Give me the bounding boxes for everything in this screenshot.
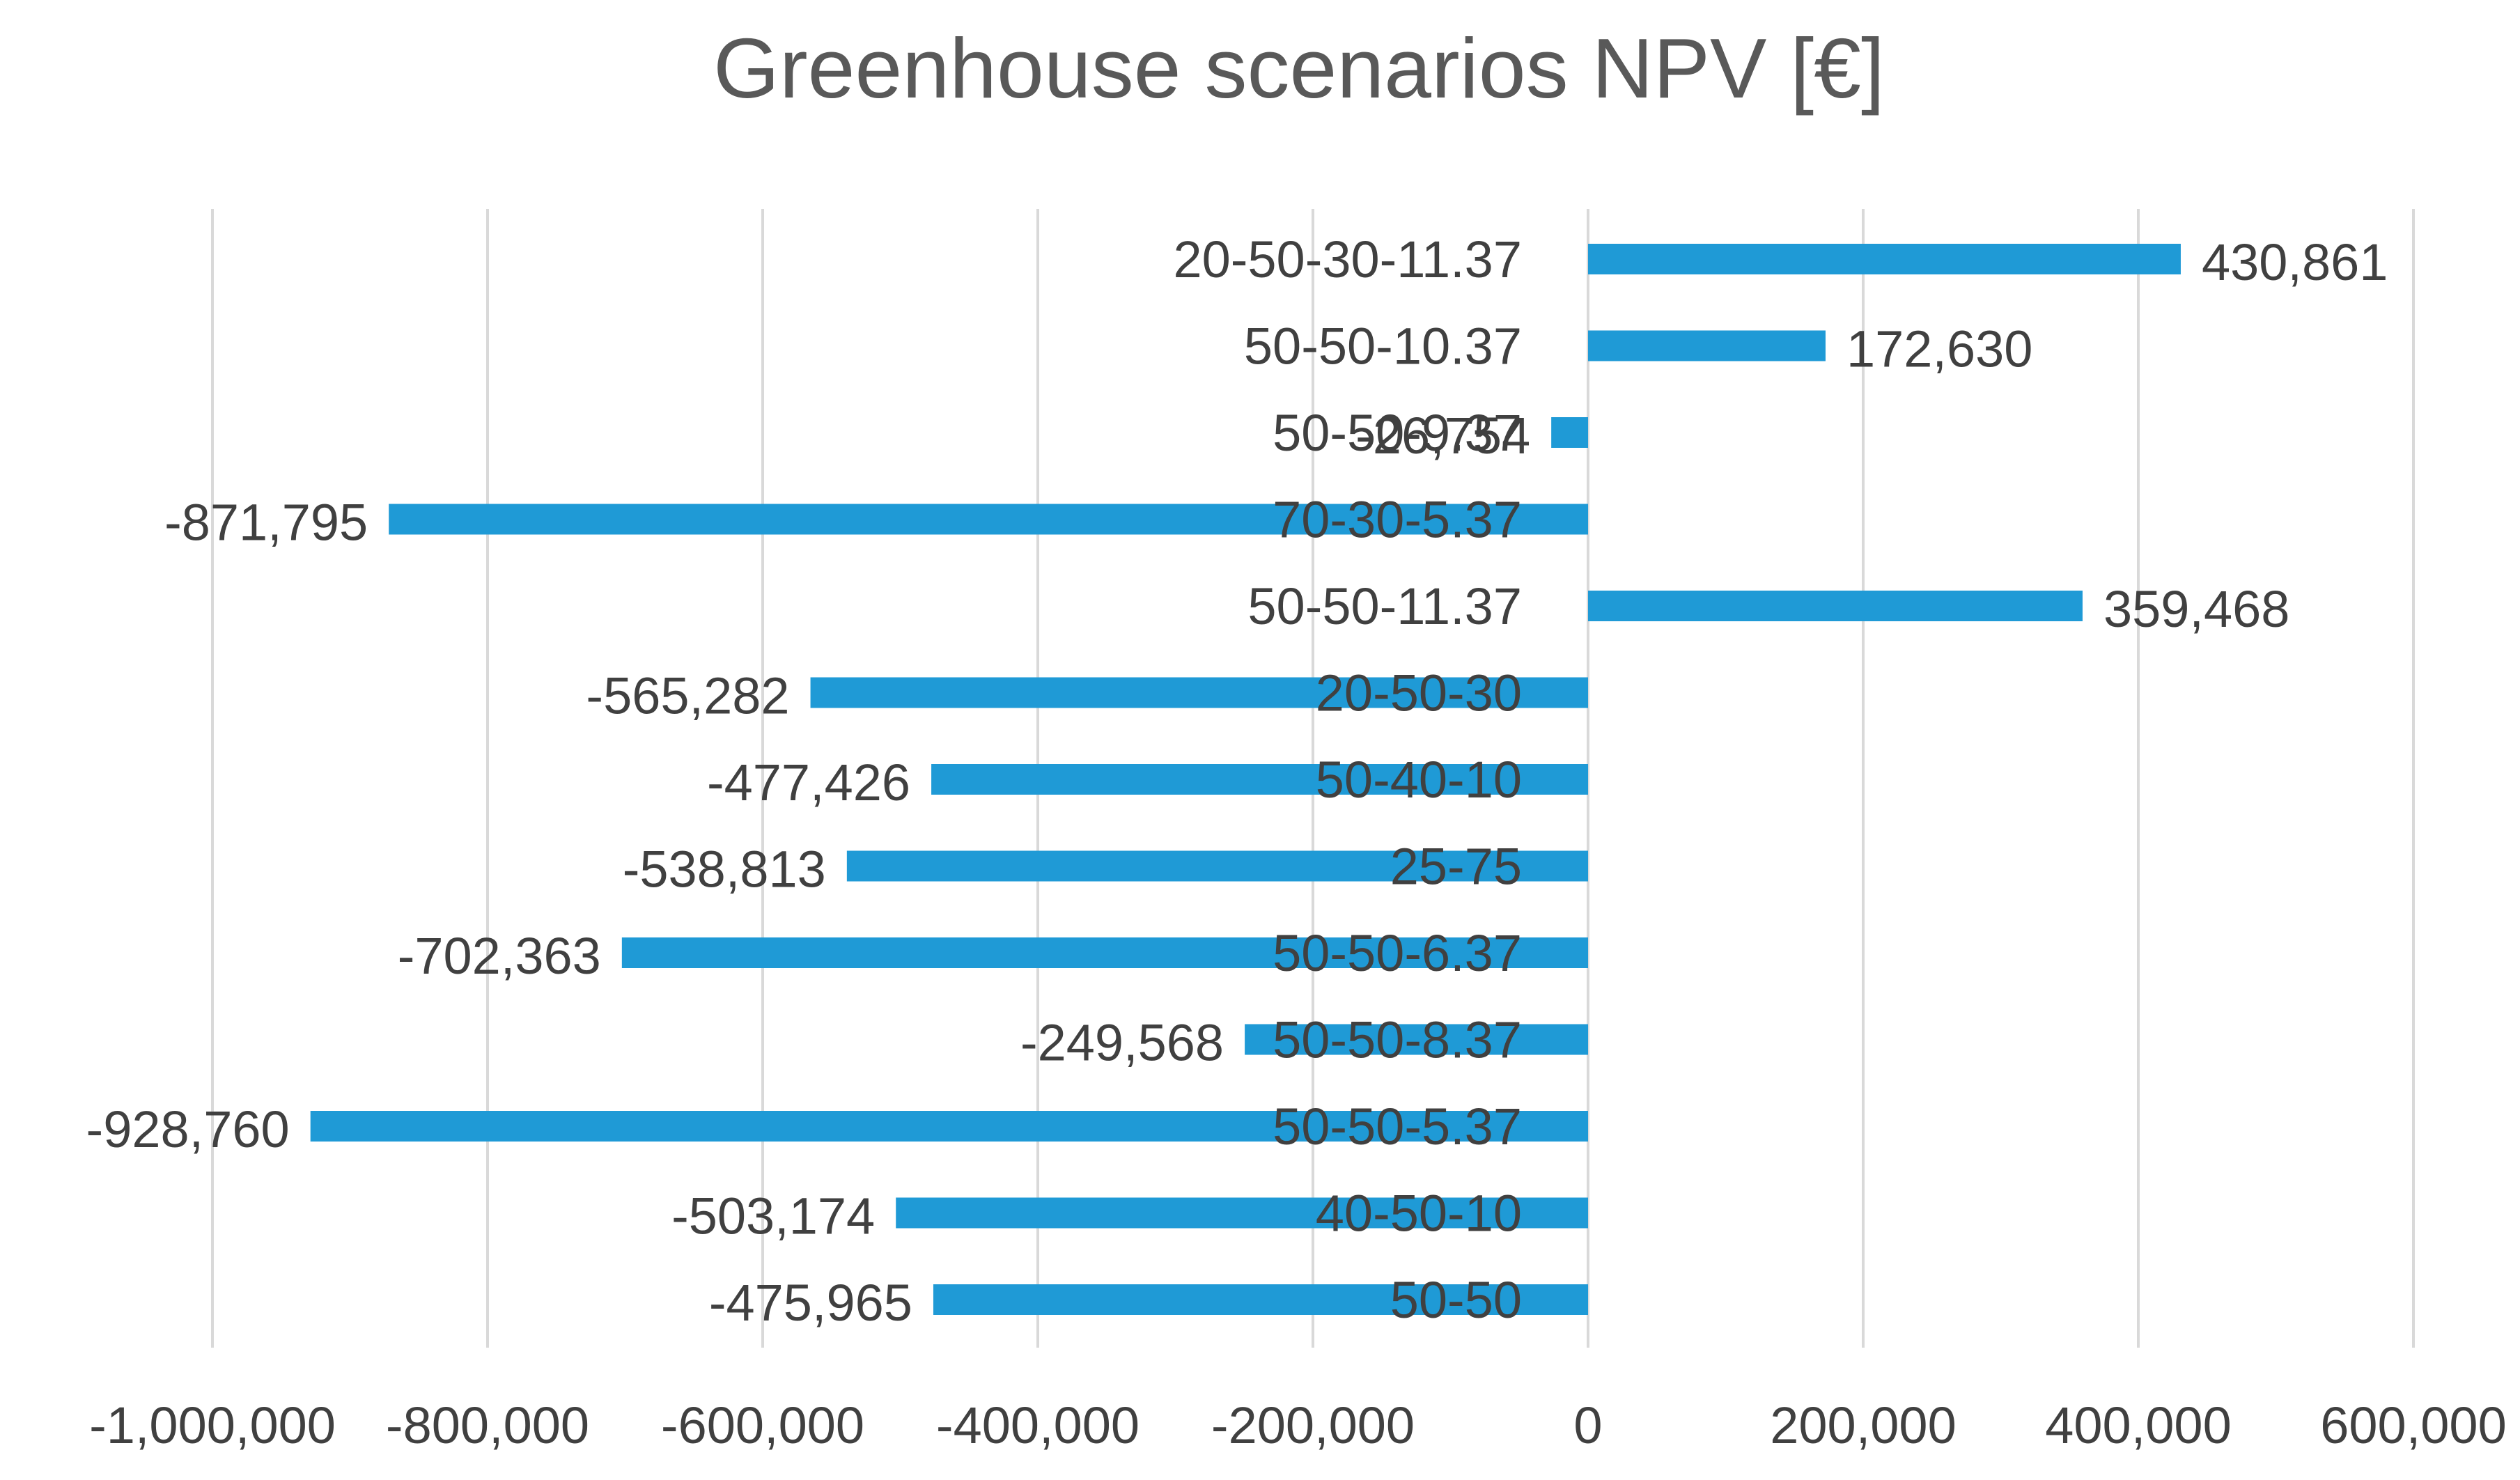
x-tick-label: -600,000	[661, 1396, 864, 1454]
bar	[933, 1284, 1588, 1315]
bars	[310, 244, 2181, 1315]
data-label: -538,813	[623, 841, 826, 898]
data-label: -503,174	[671, 1187, 875, 1245]
category-label: 20-50-30-11.37	[1173, 231, 1522, 288]
category-label: 50-50-9.37	[1273, 404, 1522, 462]
data-label: -871,795	[164, 494, 368, 552]
category-label: 25-75	[1390, 838, 1522, 896]
category-label: 50-50-11.37	[1247, 577, 1522, 635]
category-labels: 20-50-30-11.37 50-50-10.37 50-50-9.37 70-30…	[1173, 231, 1522, 1329]
category-label: 40-50-10	[1316, 1185, 1522, 1243]
bar	[1588, 591, 2083, 621]
bar	[810, 677, 1588, 708]
x-tick-label: 400,000	[2045, 1396, 2232, 1454]
data-label: -475,965	[709, 1274, 912, 1332]
data-label: -565,282	[586, 667, 789, 725]
category-label: 20-50-30	[1316, 664, 1522, 722]
bar	[1245, 1024, 1588, 1055]
category-label: 50-50-5.37	[1273, 1098, 1522, 1155]
data-label: -928,760	[86, 1100, 290, 1158]
bar	[931, 764, 1588, 795]
data-label: -249,568	[1020, 1014, 1224, 1072]
bar	[621, 937, 1589, 968]
data-label: -477,426	[707, 754, 910, 811]
bar	[389, 504, 1589, 535]
bar	[896, 1197, 1588, 1229]
x-tick-label: -400,000	[936, 1396, 1140, 1454]
bar	[846, 850, 1588, 882]
x-tick-label: 0	[1573, 1396, 1602, 1454]
data-label: -26,754	[1355, 407, 1530, 465]
x-tick-label: 600,000	[2320, 1396, 2507, 1454]
data-labels: 430,861 172,630 -26,754 -871,795 359,468 -565…	[86, 233, 2388, 1332]
category-label: 50-50-8.37	[1273, 1011, 1522, 1069]
data-label: -702,363	[398, 927, 601, 985]
category-label: 50-50	[1390, 1271, 1522, 1329]
data-label: 172,630	[1846, 320, 2033, 378]
x-tick-label: -800,000	[386, 1396, 589, 1454]
bar	[1588, 244, 2181, 274]
x-tick-label: -200,000	[1211, 1396, 1415, 1454]
category-label: 50-50-10.37	[1244, 318, 1522, 375]
x-tick-label: -1,000,000	[89, 1396, 336, 1454]
x-axis-tick-labels: -1,000,000 -800,000 -600,000 -400,000 -200,0…	[89, 1396, 2507, 1454]
data-label: 359,468	[2103, 580, 2290, 638]
category-label: 70-30-5.37	[1273, 491, 1522, 549]
category-label: 50-40-10	[1316, 751, 1522, 809]
chart-title: Greenhouse scenarios NPV [€]	[713, 21, 1885, 116]
x-tick-label: 200,000	[1770, 1396, 1957, 1454]
data-label: 430,861	[2202, 233, 2388, 291]
category-label: 50-50-6.37	[1273, 924, 1522, 982]
bar	[1588, 330, 1826, 361]
bar	[310, 1111, 1589, 1142]
bar	[1551, 417, 1588, 448]
